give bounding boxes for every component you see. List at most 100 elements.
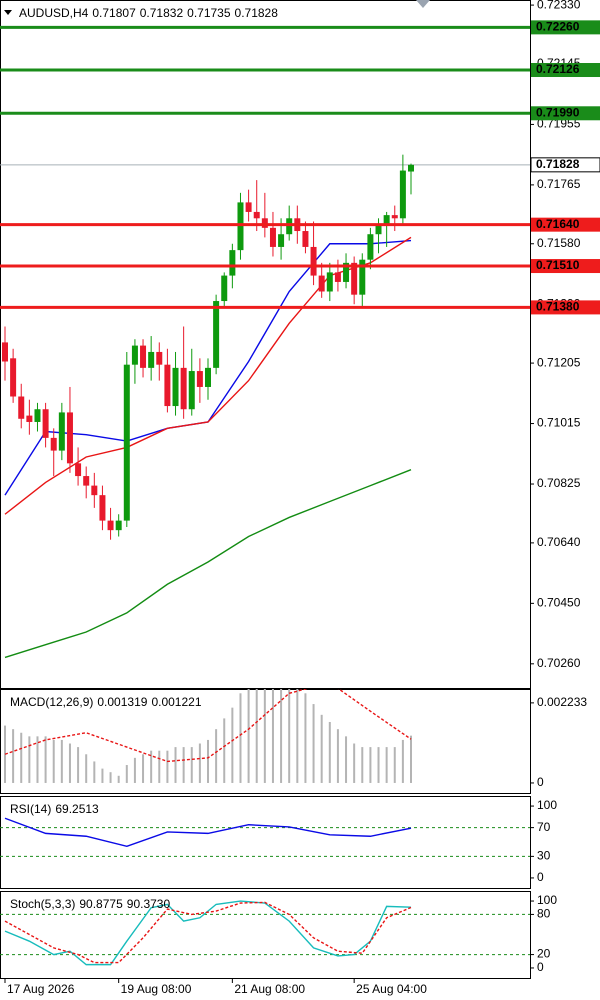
candle-body (302, 231, 309, 247)
header-value: 69.2513 (55, 802, 99, 816)
histogram-bar (361, 747, 364, 783)
candle-body (18, 396, 25, 419)
x-tick-label: 17 Aug 2026 (7, 982, 75, 996)
histogram-bar (336, 729, 339, 783)
histogram-bar (12, 729, 15, 783)
histogram-bar (198, 743, 201, 783)
candle-body (221, 275, 228, 302)
y-tick-label: 0.71765 (537, 177, 581, 191)
histogram-bar (328, 721, 331, 783)
candle-body (180, 367, 187, 410)
header-value: 0.71735 (187, 6, 231, 20)
indicator-line (4, 900, 412, 966)
level-label-box (531, 217, 600, 232)
candle-body (91, 485, 98, 496)
level-label-box (531, 300, 600, 315)
candle-body (269, 227, 276, 247)
y-tick-label: 0.70260 (537, 656, 581, 670)
level-label-box (531, 106, 600, 121)
candle-body (172, 367, 179, 407)
histogram-bar (320, 714, 323, 783)
histogram-bar (207, 739, 209, 783)
histogram-bar (288, 689, 291, 783)
panel-header: AUDUSD,H4 0.71807 0.71832 0.71735 0.71828 (19, 6, 278, 20)
candle-body (245, 202, 252, 212)
y-tick-label: 80 (537, 907, 551, 921)
shift-marker (416, 0, 430, 8)
panel (0, 154, 530, 659)
x-tick-label: 19 Aug 08:00 (121, 982, 192, 996)
panel-header: MACD(12,26,9) 0.001319 0.001221 (10, 695, 202, 709)
histogram-bar (44, 736, 47, 783)
candle-body (107, 520, 114, 531)
candle-body (34, 409, 41, 422)
histogram-bar (231, 707, 234, 783)
x-tick-label: 21 Aug 08:00 (234, 982, 305, 996)
level-label: 0.72126 (536, 62, 580, 76)
candle-body (66, 412, 73, 464)
candle-body (399, 170, 406, 219)
histogram-bar (304, 693, 307, 783)
candle-body (343, 262, 350, 282)
histogram-bar (68, 743, 71, 783)
y-tick-label: 0.72330 (537, 0, 581, 11)
histogram-bar (385, 747, 388, 783)
histogram-bar (101, 768, 104, 783)
y-tick-label: 0.71015 (537, 416, 581, 430)
histogram-bar (239, 693, 242, 783)
candle-body (58, 412, 65, 451)
header-value: 0.001221 (151, 695, 201, 709)
histogram-bar (401, 739, 404, 783)
candle-body (351, 262, 358, 295)
y-tick-label: 20 (537, 947, 551, 961)
candle-body (26, 415, 33, 422)
candle-body (261, 218, 268, 228)
candle-body (205, 367, 211, 387)
histogram-bar (133, 757, 136, 783)
header-arrow (4, 10, 12, 15)
histogram-bar (345, 736, 348, 783)
candle-body (115, 520, 122, 531)
indicator-line (4, 817, 412, 848)
panel (4, 689, 412, 783)
candle-body (123, 364, 130, 521)
indicator-line (4, 469, 412, 659)
candle-body (148, 351, 155, 368)
candle-body (286, 218, 293, 235)
header-value: MACD(12,26,9) (10, 695, 93, 709)
header-value: 0.001319 (97, 695, 147, 709)
histogram-bar (28, 736, 31, 783)
y-tick-label: 0.70450 (537, 596, 581, 610)
candle-body (196, 371, 203, 387)
candle-body (140, 345, 147, 368)
candle-body (164, 364, 171, 407)
x-tick-label: 25 Aug 04:00 (356, 982, 427, 996)
level-label: 0.71990 (536, 105, 580, 119)
histogram-bar (280, 689, 283, 783)
candle-body (131, 345, 138, 365)
level-label: 0.71380 (536, 300, 580, 314)
histogram-bar (393, 747, 396, 783)
level-label-box (531, 259, 600, 274)
histogram-bar (174, 747, 177, 783)
candle-body (213, 301, 220, 368)
candle-body (318, 275, 325, 292)
price-box (530, 157, 600, 173)
candle-body (326, 272, 333, 292)
y-tick-label: 0.71580 (537, 236, 581, 250)
indicator-line (4, 689, 412, 763)
histogram-bar (369, 747, 372, 783)
histogram-bar (20, 732, 23, 783)
candle-body (391, 215, 398, 219)
panel-header: Stoch(5,3,3) 90.8775 90.3730 (10, 897, 170, 911)
candle-body (359, 259, 366, 295)
histogram-bar (142, 754, 145, 783)
level-label-box (531, 63, 600, 78)
candle-body (156, 351, 163, 365)
histogram-bar (166, 750, 169, 783)
histogram-bar (312, 704, 315, 783)
level-label: 0.71510 (536, 258, 580, 272)
candle-body (75, 463, 82, 477)
candle-body (408, 164, 414, 172)
candle-body (375, 224, 382, 235)
